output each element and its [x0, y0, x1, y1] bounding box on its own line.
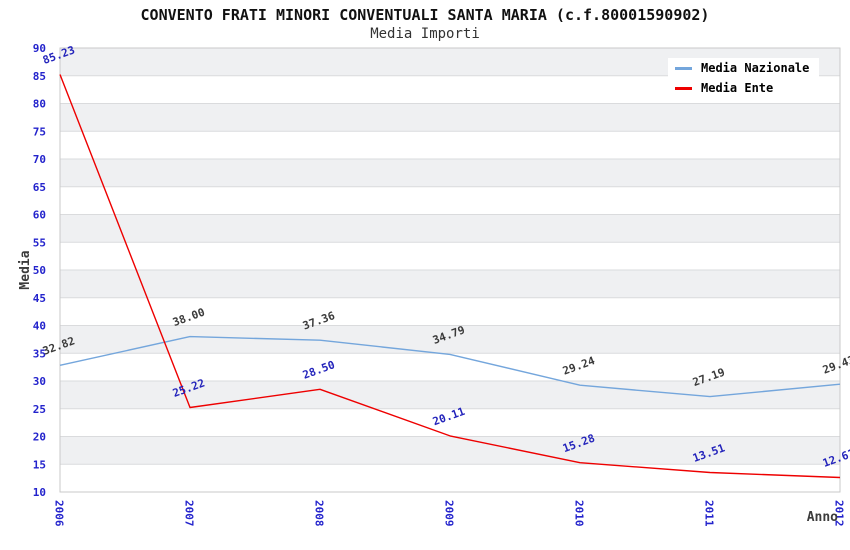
grid-band [60, 214, 840, 243]
grid-band [60, 159, 840, 187]
x-tick-label: 2006 [53, 500, 66, 527]
y-tick-label: 70 [33, 153, 46, 166]
y-tick-label: 80 [33, 98, 46, 111]
x-tick-label: 2007 [183, 500, 196, 527]
y-tick-label: 45 [33, 292, 46, 305]
legend-label: Media Nazionale [701, 61, 810, 75]
legend-label: Media Ente [701, 81, 774, 95]
plot-border [59, 47, 841, 493]
x-tick-label: 2010 [573, 500, 586, 527]
x-tick-label: 2008 [313, 500, 326, 527]
y-tick-label: 50 [33, 264, 46, 277]
x-axis-label: Anno [807, 510, 838, 525]
y-axis-label: Media [18, 250, 33, 289]
y-tick-label: 15 [33, 458, 46, 471]
y-tick-label: 30 [33, 375, 46, 388]
y-tick-label: 85 [33, 70, 46, 83]
y-tick-label: 75 [33, 125, 46, 138]
chart-title: CONVENTO FRATI MINORI CONVENTUALI SANTA … [140, 6, 710, 24]
y-tick-label: 25 [33, 403, 46, 416]
grid-band [60, 381, 840, 409]
y-tick-label: 55 [33, 236, 46, 249]
x-tick-label: 2011 [703, 500, 716, 527]
legend-item-media-nazionale: Media Nazionale [668, 58, 820, 78]
media-nazionale-line-swatch [675, 67, 692, 70]
media-ente-line [59, 74, 841, 479]
y-tick-label: 35 [33, 347, 46, 360]
media-ente-line-swatch [675, 87, 692, 90]
grid-band [60, 270, 840, 298]
legend-item-media-ente: Media Ente [668, 78, 784, 98]
y-tick-label: 10 [33, 486, 46, 499]
grid-band [60, 103, 840, 132]
x-tick-label: 2012 [833, 500, 846, 527]
grid-band [60, 436, 840, 465]
y-tick-label: 65 [33, 181, 46, 194]
y-tick-label: 90 [33, 42, 46, 55]
y-tick-label: 60 [33, 209, 46, 222]
y-tick-label: 20 [33, 431, 46, 444]
chart-subtitle: Media Importi [370, 26, 480, 42]
y-tick-label: 40 [33, 320, 46, 333]
media-nazionale-line [59, 335, 841, 398]
legend: Media Nazionale Media Ente [668, 58, 820, 98]
x-tick-label: 2009 [443, 500, 456, 527]
grid-band [60, 325, 840, 354]
